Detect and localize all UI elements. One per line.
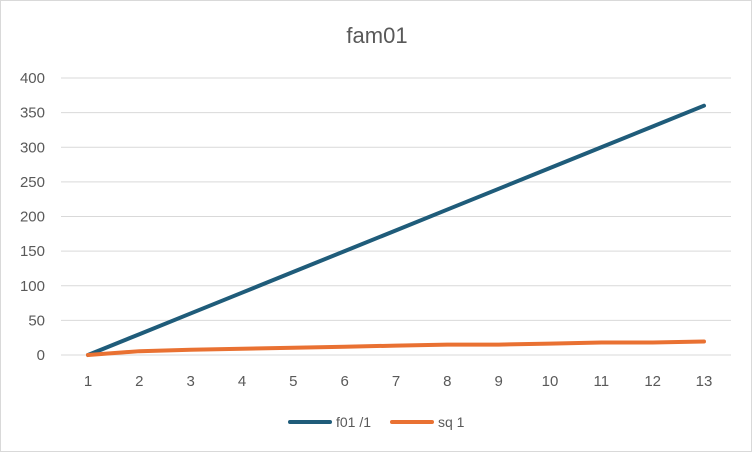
x-tick-label: 13: [696, 373, 713, 390]
x-tick-label: 10: [542, 373, 559, 390]
y-tick-label: 150: [20, 243, 45, 260]
legend: f01 /1 sq 1: [288, 414, 465, 430]
x-tick-label: 1: [84, 373, 92, 390]
series-line-2: [86, 339, 706, 357]
y-tick-label: 300: [20, 139, 45, 156]
series-line-1: [86, 103, 706, 357]
x-tick-label: 9: [494, 373, 502, 390]
y-tick-label: 350: [20, 105, 45, 122]
legend-label-1: f01 /1: [336, 414, 371, 430]
x-tick-label: 6: [340, 373, 348, 390]
y-tick-label: 100: [20, 278, 45, 295]
y-tick-label: 250: [20, 174, 45, 191]
y-tick-label: 400: [20, 70, 45, 87]
x-tick-label: 12: [644, 373, 661, 390]
x-tick-label: 7: [392, 373, 400, 390]
y-tick-label: 0: [37, 347, 45, 364]
x-tick-label: 4: [238, 373, 246, 390]
y-tick-label: 50: [28, 312, 45, 329]
x-axis-ticks: 1 2 3 4 5 6 7 8 9 10 11 12 13: [84, 373, 713, 390]
x-tick-label: 5: [289, 373, 297, 390]
x-tick-label: 11: [594, 373, 610, 390]
y-axis-ticks: 0 50 100 150 200 250 300 350 400: [20, 70, 45, 364]
gridlines: [61, 77, 731, 356]
series-lines: [86, 103, 706, 357]
chart-title: fam01: [346, 23, 407, 48]
x-tick-label: 8: [443, 373, 451, 390]
legend-label-2: sq 1: [438, 414, 465, 430]
y-tick-label: 200: [20, 209, 45, 226]
x-tick-label: 3: [186, 373, 194, 390]
x-tick-label: 2: [135, 373, 143, 390]
